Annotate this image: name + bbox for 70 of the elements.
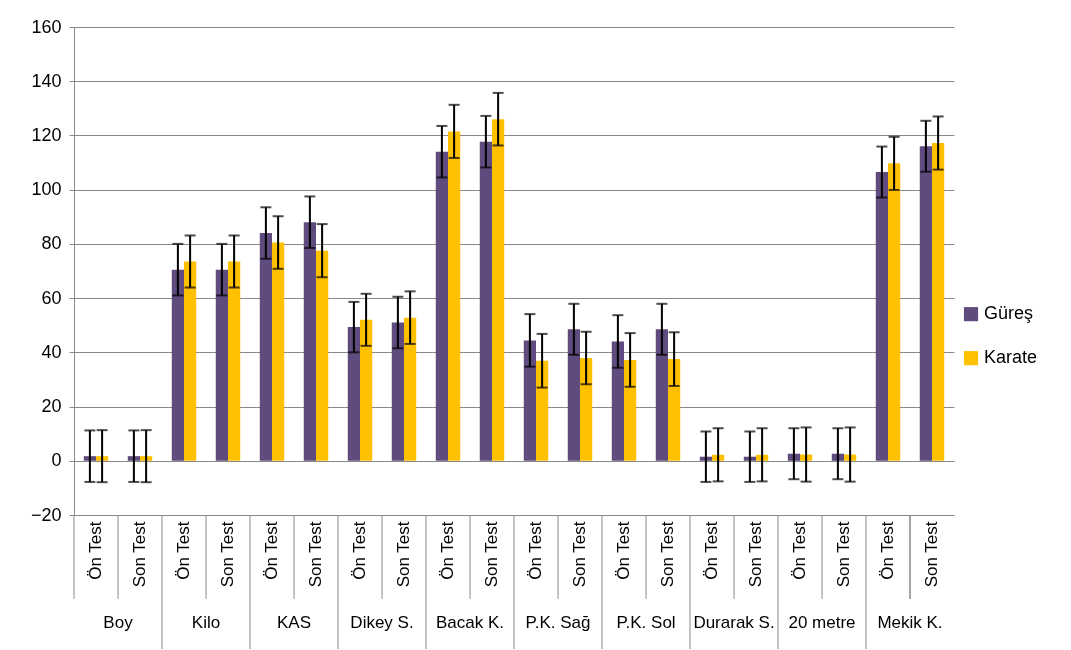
y-tick-label: 100 <box>31 179 62 200</box>
bar <box>479 141 492 461</box>
legend-label: Güreş <box>984 303 1034 324</box>
y-tick-label: 140 <box>31 70 62 91</box>
text: Boy <box>103 613 134 632</box>
x-tick-label: Ön Test <box>614 521 633 580</box>
bar <box>580 358 593 461</box>
x-tick-label: Ön Test <box>526 521 545 580</box>
bar <box>875 172 888 461</box>
x-tick-label: Ön Test <box>878 521 897 580</box>
bar <box>919 146 932 461</box>
x-tick-label: Son Test <box>482 521 501 588</box>
legend-label: Karate <box>984 347 1038 368</box>
text: P.K. Sağ <box>525 613 591 632</box>
x-tick-label: Ön Test <box>702 521 721 580</box>
bar <box>624 359 637 461</box>
x-tick-label: Son Test <box>746 521 765 588</box>
x-tick-label: Son Test <box>570 521 589 588</box>
bar <box>492 119 505 461</box>
x-tick-label: Son Test <box>834 521 853 588</box>
text: 20 metre <box>788 613 856 632</box>
y-tick-label: 120 <box>31 124 62 145</box>
bar <box>259 233 272 461</box>
bar <box>888 163 901 461</box>
bar <box>523 340 536 461</box>
text: Mekik K. <box>877 613 943 632</box>
bar <box>404 317 417 461</box>
y-tick-label: 20 <box>41 396 62 417</box>
x-tick-label: Ön Test <box>350 521 369 580</box>
x-tick-label: Son Test <box>218 521 237 588</box>
y-tick-label: 0 <box>51 450 62 471</box>
bar <box>611 341 624 461</box>
x-tick-label: Son Test <box>922 521 941 588</box>
text: Durarak S. <box>693 613 775 632</box>
x-tick-label: Son Test <box>658 521 677 588</box>
text: Bacak K. <box>435 613 505 632</box>
x-tick-label: Ön Test <box>86 521 105 580</box>
bar <box>228 261 241 461</box>
bar <box>391 322 404 461</box>
bar <box>668 359 681 461</box>
bar <box>272 242 285 461</box>
x-tick-label: Son Test <box>130 521 149 588</box>
bar <box>360 319 373 461</box>
bar <box>347 327 360 461</box>
text: Dikey S. <box>350 613 414 632</box>
bar <box>932 143 945 461</box>
bar <box>316 250 329 461</box>
bar <box>448 131 461 461</box>
x-tick-label: Ön Test <box>438 521 457 580</box>
bar <box>184 261 197 461</box>
bar <box>215 269 228 461</box>
x-tick-label: Ön Test <box>262 521 281 580</box>
x-tick-label: Son Test <box>306 521 325 588</box>
y-tick-label: 80 <box>41 233 62 254</box>
y-tick-label: 160 <box>31 16 62 37</box>
y-tick-label: 40 <box>41 341 62 362</box>
text: P.K. Sol <box>616 613 676 632</box>
y-tick-label: 60 <box>41 287 62 308</box>
bar <box>655 329 668 461</box>
text: Kilo <box>191 613 221 632</box>
x-tick-label: Son Test <box>394 521 413 588</box>
bar <box>567 329 580 461</box>
bar <box>536 360 549 461</box>
bar <box>171 269 184 461</box>
bar <box>303 222 316 461</box>
x-tick-label: Ön Test <box>790 521 809 580</box>
bar <box>435 151 448 461</box>
text: KAS <box>276 613 312 632</box>
y-tick-label: −20 <box>30 504 62 525</box>
x-tick-label: Ön Test <box>174 521 193 580</box>
